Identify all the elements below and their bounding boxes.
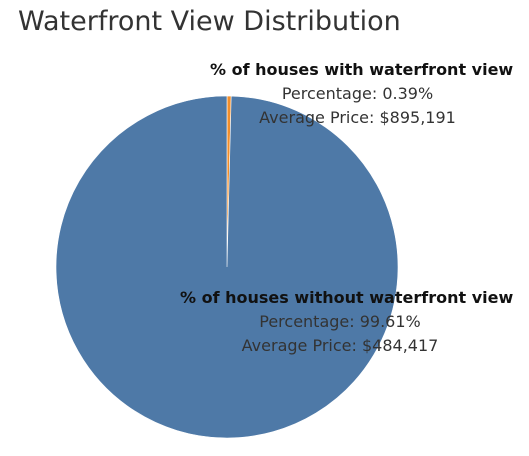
slice-avg-price-with-waterfront: Average Price: $895,191	[259, 108, 456, 127]
slice-label-without-waterfront: % of houses without waterfront view Perc…	[180, 286, 514, 358]
slice-label-with-waterfront: % of houses with waterfront view Percent…	[210, 58, 514, 130]
slice-avg-price-without-waterfront: Average Price: $484,417	[241, 336, 439, 355]
slice-name-without-waterfront: % of houses without waterfront view	[180, 288, 514, 307]
pie-slice-without-waterfront	[55, 95, 399, 439]
chart-title: Waterfront View Distribution	[18, 6, 401, 37]
slice-name-with-waterfront: % of houses with waterfront view	[210, 60, 514, 79]
slice-percentage-without-waterfront: Percentage: 99.61%	[259, 312, 421, 331]
slice-percentage-with-waterfront: Percentage: 0.39%	[281, 84, 434, 103]
